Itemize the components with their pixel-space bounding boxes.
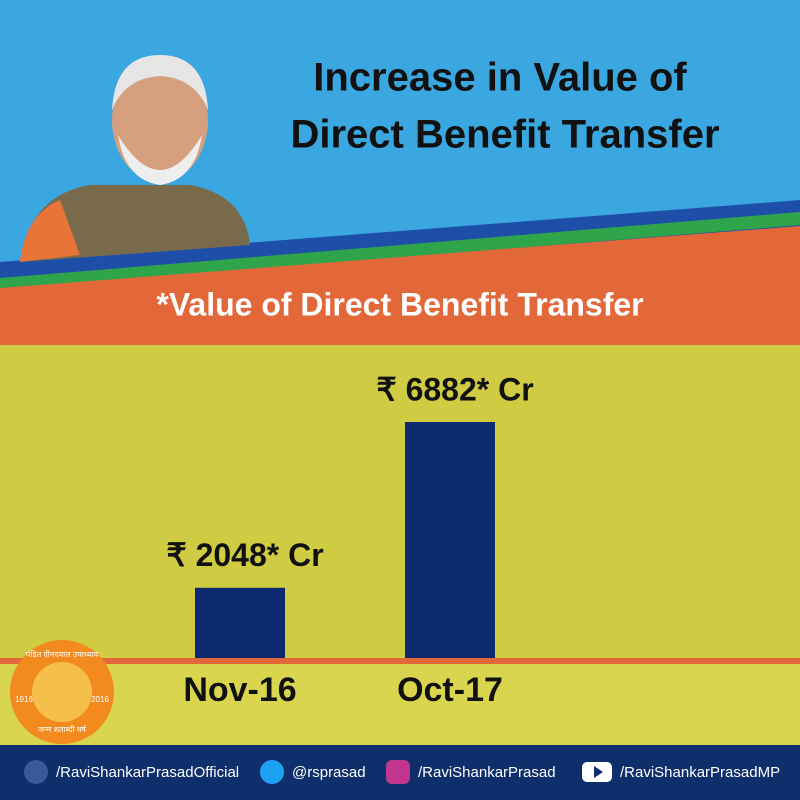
footer-link[interactable]: /RaviShankarPrasadMP	[620, 764, 780, 781]
facebook-icon[interactable]	[24, 760, 48, 784]
footer-link[interactable]: /RaviShankarPrasadOfficial	[56, 764, 239, 781]
value-label: ₹ 2048* Cr	[166, 537, 323, 573]
footer-link[interactable]: @rsprasad	[292, 764, 366, 781]
youtube-play	[594, 766, 603, 778]
chart-area-overlay	[0, 345, 800, 660]
bar	[195, 587, 285, 658]
value-label: ₹ 6882* Cr	[376, 371, 533, 407]
stripe-green	[0, 212, 800, 290]
title-line: Increase in Value of	[313, 56, 687, 100]
logo: पंडित दीनदयाल उपाध्याय 1916 2016 जन्म शत…	[10, 640, 114, 744]
logo-text: पंडित दीनदयाल उपाध्याय	[26, 649, 99, 659]
x-tick-label: Nov-16	[183, 671, 296, 709]
x-tick-label: Oct-17	[397, 671, 503, 709]
title-line: Direct Benefit Transfer	[290, 113, 719, 157]
instagram-icon[interactable]	[386, 760, 410, 784]
label-band	[0, 664, 800, 745]
logo-text: जन्म शताब्दी वर्ष	[38, 724, 87, 734]
bar	[405, 422, 495, 658]
subtitle: *Value of Direct Benefit Transfer	[156, 286, 643, 322]
portrait	[20, 55, 250, 262]
subtitle-band	[0, 226, 800, 345]
logo-year: 2016	[91, 695, 109, 704]
footer-link[interactable]: /RaviShankarPrasad	[418, 764, 556, 781]
logo-center	[32, 662, 92, 722]
baseline	[0, 658, 800, 664]
twitter-icon[interactable]	[260, 760, 284, 784]
logo-year: 1916	[15, 695, 33, 704]
